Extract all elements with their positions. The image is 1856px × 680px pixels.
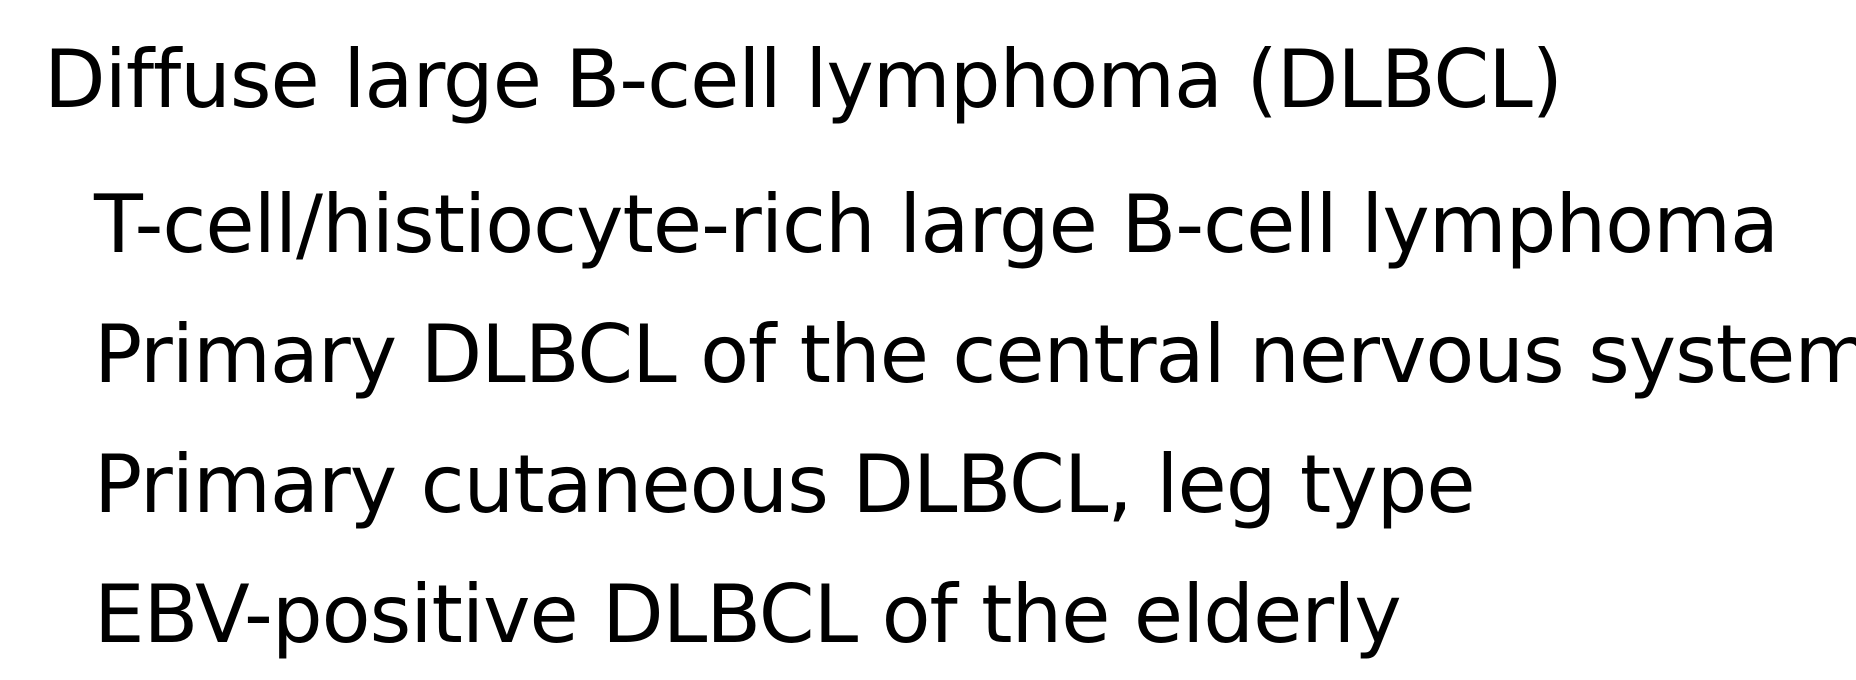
subtype-item: EBV-positive DLBCL of the elderly [94, 568, 1402, 661]
subtype-list: T-cell/histiocyte-rich large B-cell lymp… [94, 160, 1856, 680]
heading: Diffuse large B-cell lymphoma (DLBCL) [44, 33, 1563, 126]
subtype-item: Primary DLBCL of the central nervous sys… [94, 308, 1856, 401]
subtype-item: Primary cutaneous DLBCL, leg type [94, 438, 1476, 531]
subtype-item: T-cell/histiocyte-rich large B-cell lymp… [94, 178, 1779, 271]
